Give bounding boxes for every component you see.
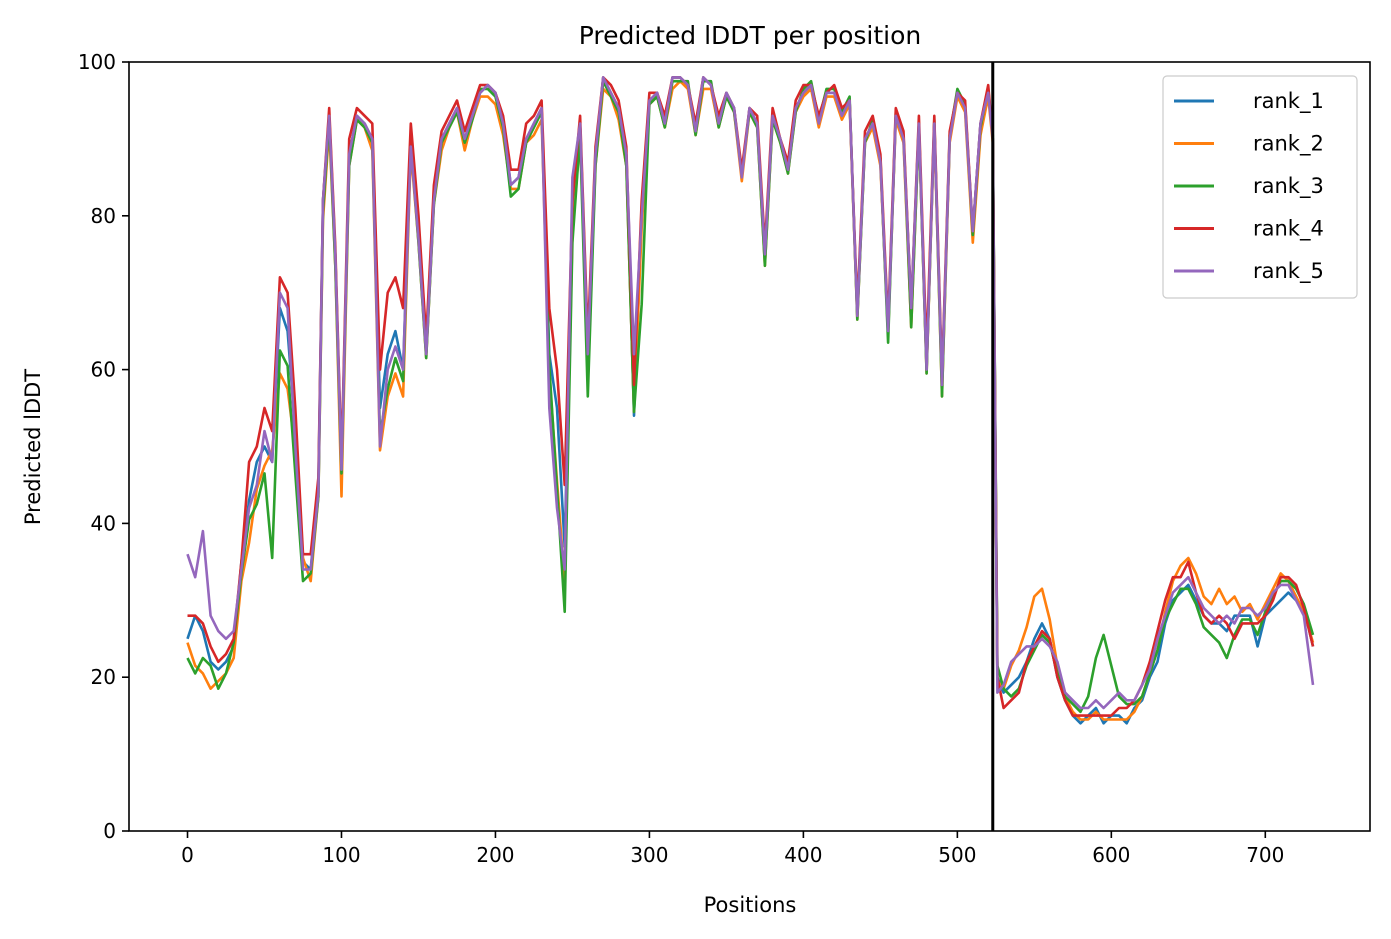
x-tick-label: 0 bbox=[181, 843, 194, 867]
x-axis-title: Positions bbox=[704, 893, 797, 917]
x-tick-label: 600 bbox=[1092, 843, 1130, 867]
y-tick-label: 0 bbox=[103, 819, 116, 843]
legend-label-rank-5: rank_5 bbox=[1253, 259, 1324, 284]
legend: rank_1 rank_2 rank_3 rank_4 rank_5 bbox=[1162, 75, 1358, 299]
plot-frame bbox=[128, 61, 1371, 832]
x-tick-label: 500 bbox=[938, 843, 976, 867]
y-tick-label: 80 bbox=[91, 204, 116, 228]
x-tick-label: 400 bbox=[784, 843, 822, 867]
x-tick-label: 200 bbox=[476, 843, 514, 867]
y-tick-label: 100 bbox=[78, 50, 116, 74]
x-axis-ticks: 0 100 200 300 400 500 600 700 bbox=[181, 831, 1284, 867]
x-tick-label: 100 bbox=[322, 843, 360, 867]
y-axis-title: Predicted lDDT bbox=[21, 369, 45, 525]
x-tick-label: 300 bbox=[630, 843, 668, 867]
y-tick-label: 60 bbox=[91, 358, 116, 382]
x-tick-label: 700 bbox=[1246, 843, 1284, 867]
chart-title: Predicted lDDT per position bbox=[579, 21, 921, 50]
legend-label-rank-4: rank_4 bbox=[1253, 217, 1324, 242]
legend-label-rank-2: rank_2 bbox=[1253, 132, 1324, 157]
legend-box bbox=[1162, 75, 1358, 299]
y-axis-ticks: 0 20 40 60 80 100 bbox=[78, 50, 129, 843]
legend-label-rank-3: rank_3 bbox=[1253, 174, 1324, 199]
series-line-rank-5 bbox=[186, 76, 1315, 710]
y-tick-label: 20 bbox=[91, 665, 116, 689]
y-tick-label: 40 bbox=[91, 511, 116, 535]
series-lines bbox=[186, 76, 1315, 725]
legend-label-rank-1: rank_1 bbox=[1253, 89, 1324, 114]
